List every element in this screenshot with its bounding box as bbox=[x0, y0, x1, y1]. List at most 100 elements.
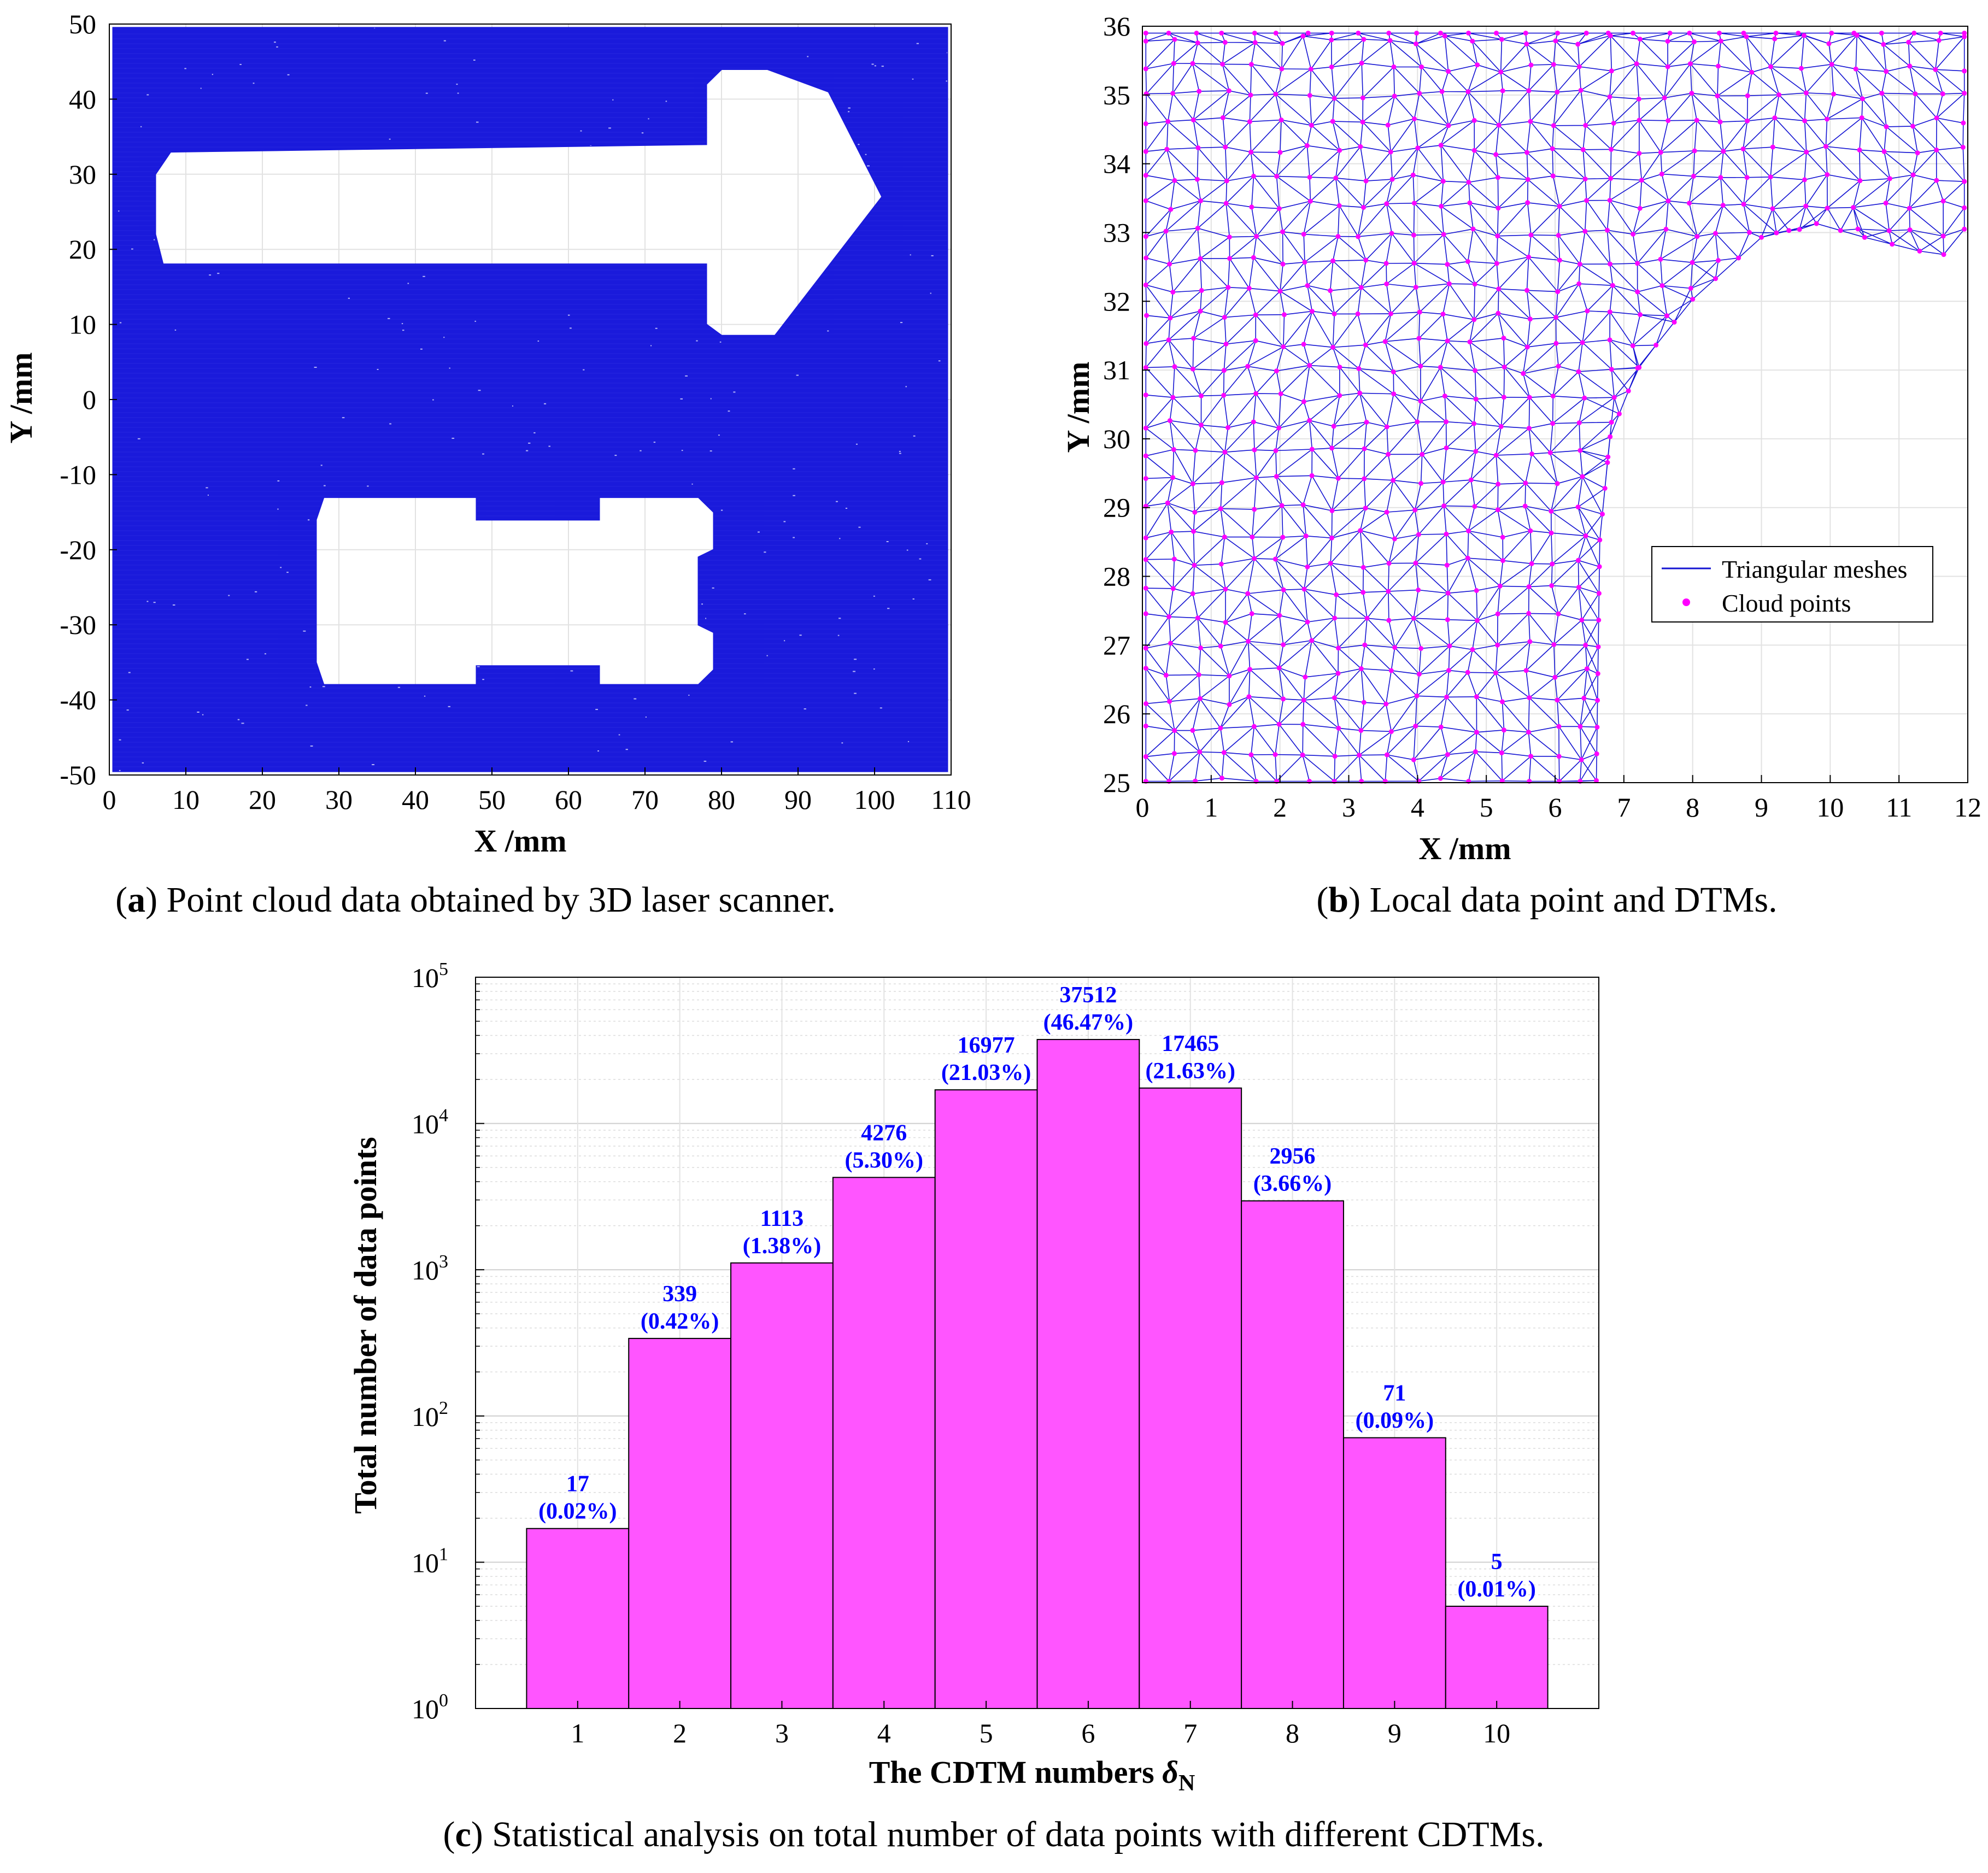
cloud-point bbox=[1143, 666, 1148, 671]
cloud-point bbox=[1496, 286, 1502, 292]
cloud-point bbox=[1170, 586, 1176, 591]
cloud-point bbox=[1667, 31, 1673, 36]
panel-b-y-tick-label: 28 bbox=[1103, 561, 1130, 592]
cloud-point bbox=[1803, 203, 1809, 209]
cloud-point bbox=[1411, 232, 1416, 238]
cloud-point bbox=[1528, 528, 1533, 533]
cloud-point bbox=[1225, 285, 1231, 290]
cloud-point bbox=[1465, 670, 1470, 675]
cloud-point bbox=[1768, 64, 1773, 69]
cloud-point bbox=[1594, 778, 1599, 783]
cloud-point bbox=[1611, 395, 1617, 400]
cloud-point bbox=[1171, 556, 1177, 562]
cloud-point bbox=[1630, 343, 1635, 349]
legend-point-label: Cloud points bbox=[1722, 589, 1851, 617]
cloud-point bbox=[1196, 672, 1201, 678]
cloud-point bbox=[1716, 63, 1721, 69]
cloud-point bbox=[1358, 728, 1364, 733]
cloud-point bbox=[1635, 289, 1640, 295]
panel-b-x-tick-label: 2 bbox=[1273, 792, 1287, 823]
cloud-point bbox=[1934, 178, 1939, 183]
cloud-point bbox=[1221, 368, 1227, 373]
cloud-point bbox=[1166, 614, 1172, 619]
cloud-point bbox=[1600, 512, 1605, 517]
panel-a-speckle bbox=[526, 450, 529, 451]
cloud-point bbox=[1940, 91, 1945, 97]
cloud-point bbox=[1887, 176, 1892, 181]
cloud-point bbox=[1831, 91, 1836, 97]
cloud-point bbox=[1300, 33, 1306, 39]
cloud-point bbox=[1415, 145, 1421, 151]
panel-a-speckle bbox=[237, 719, 240, 720]
cloud-point bbox=[1411, 615, 1416, 621]
cloud-point bbox=[1220, 61, 1225, 67]
bar-value-label: 4276 bbox=[861, 1120, 907, 1146]
bar-value-label: 16977 bbox=[958, 1033, 1015, 1058]
panel-a-speckle bbox=[200, 87, 202, 89]
cloud-point bbox=[1219, 480, 1224, 485]
cloud-point bbox=[1143, 557, 1148, 562]
legend-point-swatch bbox=[1682, 598, 1690, 606]
cloud-point bbox=[1745, 93, 1750, 98]
panel-a-speckle bbox=[907, 741, 910, 742]
cloud-point bbox=[1439, 203, 1444, 209]
cloud-point bbox=[1170, 475, 1176, 480]
cloud-point bbox=[1279, 66, 1285, 72]
cloud-point bbox=[1605, 460, 1610, 465]
panel-a-speckle bbox=[854, 659, 857, 660]
cloud-point bbox=[1522, 503, 1528, 509]
cloud-point bbox=[1330, 258, 1336, 263]
panel-a-speckle bbox=[946, 80, 947, 82]
cloud-point bbox=[1881, 42, 1886, 47]
panel-a-speckle bbox=[653, 442, 656, 443]
cloud-point bbox=[1440, 312, 1446, 317]
cloud-point bbox=[1301, 697, 1306, 703]
cloud-point bbox=[1197, 89, 1202, 94]
cloud-point bbox=[1355, 311, 1360, 316]
cloud-point bbox=[1575, 557, 1581, 563]
cloud-point bbox=[1797, 227, 1802, 232]
cloud-point bbox=[1279, 503, 1285, 508]
panel-a-speckle bbox=[254, 591, 257, 592]
bar-6 bbox=[1036, 1038, 1140, 1709]
cloud-point bbox=[1472, 504, 1477, 509]
cloud-point bbox=[1218, 643, 1223, 649]
cloud-point bbox=[1578, 87, 1584, 93]
cloud-point bbox=[1441, 503, 1447, 509]
cloud-point bbox=[1495, 175, 1500, 180]
panel-a-speckle bbox=[277, 508, 279, 510]
cloud-point bbox=[1692, 148, 1697, 154]
cloud-point bbox=[1607, 94, 1612, 99]
cloud-point bbox=[1526, 426, 1532, 431]
panel-a-y-axis-label: Y /mm bbox=[3, 353, 39, 444]
cloud-point bbox=[1170, 395, 1176, 400]
cloud-point bbox=[1362, 446, 1367, 451]
cloud-point bbox=[1597, 537, 1603, 543]
cloud-point bbox=[1329, 445, 1335, 451]
panel-c-bars: 17(0.02%) 339(0.42%) 1113 (1.38%) 4276(5.30%… bbox=[526, 983, 1549, 1710]
panel-c-y-tick-label: 100 bbox=[412, 1690, 448, 1724]
cloud-point bbox=[1357, 390, 1363, 396]
panel-a-speckle bbox=[119, 739, 121, 741]
panel-a-speckle bbox=[848, 111, 850, 113]
cloud-point bbox=[1689, 91, 1694, 96]
cloud-point bbox=[1281, 642, 1286, 648]
cloud-point bbox=[1595, 671, 1600, 676]
bar-10 bbox=[1445, 1605, 1549, 1709]
cloud-point bbox=[1804, 149, 1809, 155]
panel-a-x-tick-label: 50 bbox=[478, 784, 506, 815]
cloud-point bbox=[1251, 419, 1256, 425]
cloud-point bbox=[1417, 91, 1422, 96]
cloud-point bbox=[1227, 702, 1232, 707]
cloud-point bbox=[1363, 178, 1369, 184]
panel-a-speckle bbox=[253, 83, 255, 84]
cloud-point bbox=[1416, 588, 1421, 592]
cloud-point bbox=[1194, 177, 1200, 182]
cloud-point bbox=[1694, 234, 1700, 239]
cloud-point bbox=[1446, 281, 1452, 286]
cloud-point bbox=[1551, 123, 1556, 128]
cloud-point bbox=[1582, 177, 1588, 181]
cloud-point bbox=[1416, 336, 1422, 341]
cloud-point bbox=[1496, 310, 1501, 316]
cloud-point bbox=[1550, 561, 1555, 567]
